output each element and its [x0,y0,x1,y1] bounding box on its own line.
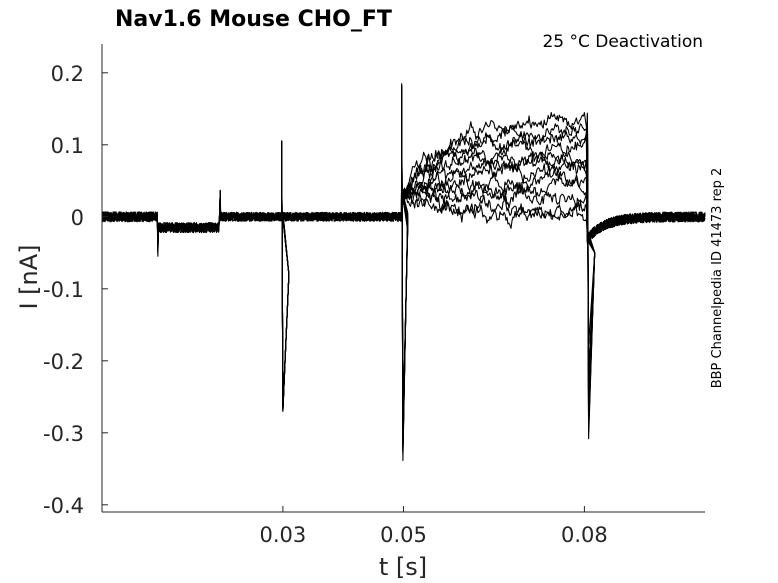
x-tick-label: 0.05 [380,523,427,547]
y-tick-label: -0.1 [43,278,84,302]
y-axis-label: I [nA] [15,244,43,309]
chart-title: Nav1.6 Mouse CHO_FT [115,7,392,32]
y-tick-label: 0.2 [51,62,84,86]
source-id-label: BBP Channelpedia ID 41473 rep 2 [710,168,725,389]
traces [101,83,706,462]
current-trace [101,83,706,429]
current-trace [101,90,706,427]
x-axis-label: t [s] [379,553,427,581]
x-tick-label: 0.08 [561,523,608,547]
y-tick-label: 0.1 [51,134,84,158]
x-ticks: 0.03 0.05 0.08 [260,506,608,547]
x-tick-label: 0.03 [260,523,307,547]
condition-label: 25 °C Deactivation [542,32,703,52]
current-trace [101,93,706,427]
y-tick-label: -0.3 [43,422,84,446]
y-tick-label: 0 [71,206,84,230]
y-tick-label: -0.2 [43,350,84,374]
y-ticks: 0.2 0.1 0 -0.1 -0.2 -0.3 -0.4 [43,62,108,518]
y-tick-label: -0.4 [43,494,84,518]
